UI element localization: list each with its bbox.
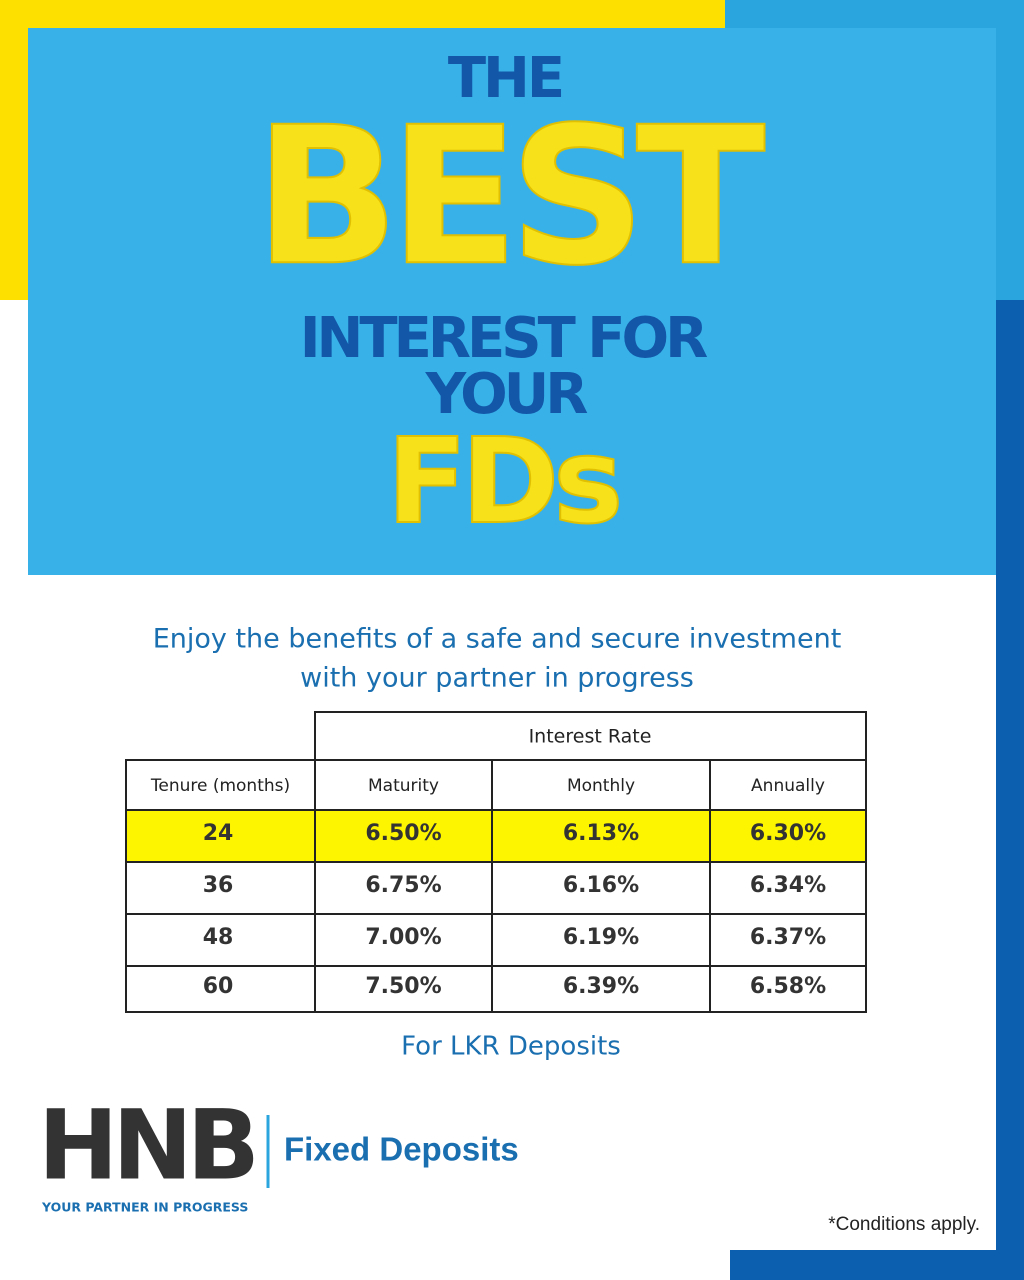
cell-text: 7.50% — [365, 974, 441, 999]
cell-text: 6.13% — [563, 821, 639, 846]
headline: INTEREST FOR — [300, 306, 707, 371]
rate-table: Interest Rate Tenure (months) Maturity Mont… — [125, 711, 867, 1013]
cell-text: 6.39% — [563, 974, 639, 999]
headline: BEST — [254, 86, 764, 307]
cell-text: 6.16% — [563, 873, 639, 898]
cell-text: 48 — [203, 925, 234, 950]
table-cell — [314, 965, 493, 1013]
headline: YOUR — [425, 362, 588, 427]
table-cell — [314, 913, 493, 967]
column-header: Maturity — [368, 776, 439, 796]
cell-text: 6.19% — [563, 925, 639, 950]
column-header: Annually — [751, 776, 825, 796]
footnote: For LKR Deposits — [401, 1032, 621, 1062]
table-cell — [491, 809, 711, 863]
cell-text: 7.00% — [365, 925, 441, 950]
tagline: with your partner in progress — [300, 663, 694, 694]
cell-text: 6.50% — [365, 821, 441, 846]
logo-slogan: YOUR PARTNER IN PROGRESS — [41, 1200, 248, 1215]
yellow-band — [0, 0, 725, 28]
table-cell — [491, 913, 711, 967]
cell-text: 6.75% — [365, 873, 441, 898]
table-cell — [491, 965, 711, 1013]
cell-text: 6.37% — [750, 925, 826, 950]
group-header: Interest Rate — [529, 726, 652, 748]
cell-text: 6.34% — [750, 873, 826, 898]
group-header-cell — [314, 711, 867, 761]
dark-band — [996, 300, 1024, 1280]
cell-text: 6.30% — [750, 821, 826, 846]
column-header: Tenure (months) — [150, 776, 290, 796]
table-cell — [125, 965, 316, 1013]
headline: FDs — [387, 412, 619, 550]
table-cell — [709, 913, 867, 967]
product-name: Fixed Deposits — [284, 1131, 519, 1168]
cell-text: 6.58% — [750, 974, 826, 999]
tagline: Enjoy the benefits of a safe and secure … — [153, 624, 842, 655]
table-cell — [125, 861, 316, 915]
headline: THE — [448, 46, 562, 111]
table-cell — [709, 809, 867, 863]
disclaimer: *Conditions apply. — [828, 1214, 980, 1235]
cell-text: 36 — [203, 873, 234, 898]
logo-mark: HNB — [38, 1089, 254, 1201]
header-cell — [709, 759, 867, 811]
yellow-band — [0, 0, 28, 300]
table-cell — [709, 861, 867, 915]
cell-text: 60 — [203, 974, 234, 999]
column-header: Monthly — [567, 776, 635, 796]
cell-text: 24 — [203, 821, 234, 846]
table-cell — [709, 965, 867, 1013]
dark-band — [730, 1250, 1024, 1280]
header-cell — [491, 759, 711, 811]
hero-panel — [28, 28, 996, 575]
header-cell — [125, 759, 316, 811]
